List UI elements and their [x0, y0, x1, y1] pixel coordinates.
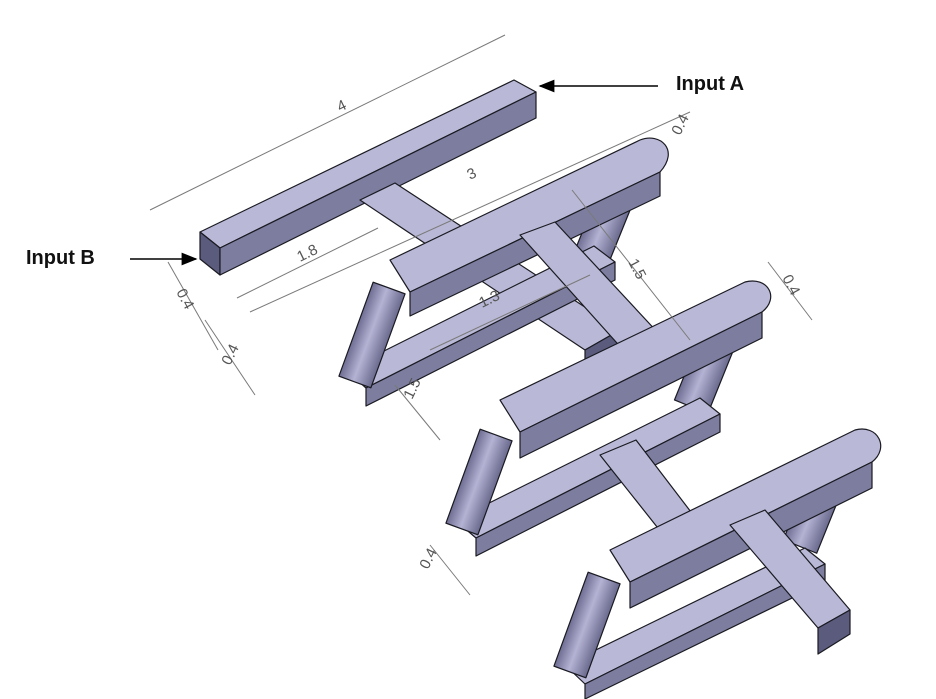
dimension-bottom-width: 0.4: [416, 546, 440, 572]
dimension-top-length: 4: [334, 97, 349, 116]
dimension-inner-length: 3: [464, 165, 479, 184]
dimension-bar-width-a: 0.4: [172, 286, 197, 312]
dimension-loop-depth: 1.5: [624, 256, 649, 282]
dimension-left-offset: 1.8: [294, 241, 320, 265]
dimension-top-thickness: 0.4: [668, 112, 692, 138]
loop-3: [553, 428, 882, 699]
input-a-label: Input A: [676, 73, 745, 95]
dimension-lines: [149, 34, 813, 596]
dimension-right-thickness: 0.4: [778, 272, 803, 298]
input-b-label: Input B: [26, 247, 95, 269]
